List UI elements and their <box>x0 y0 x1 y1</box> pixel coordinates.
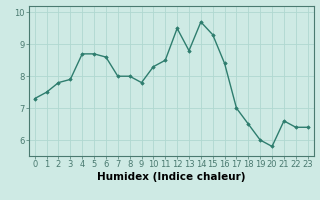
X-axis label: Humidex (Indice chaleur): Humidex (Indice chaleur) <box>97 172 245 182</box>
